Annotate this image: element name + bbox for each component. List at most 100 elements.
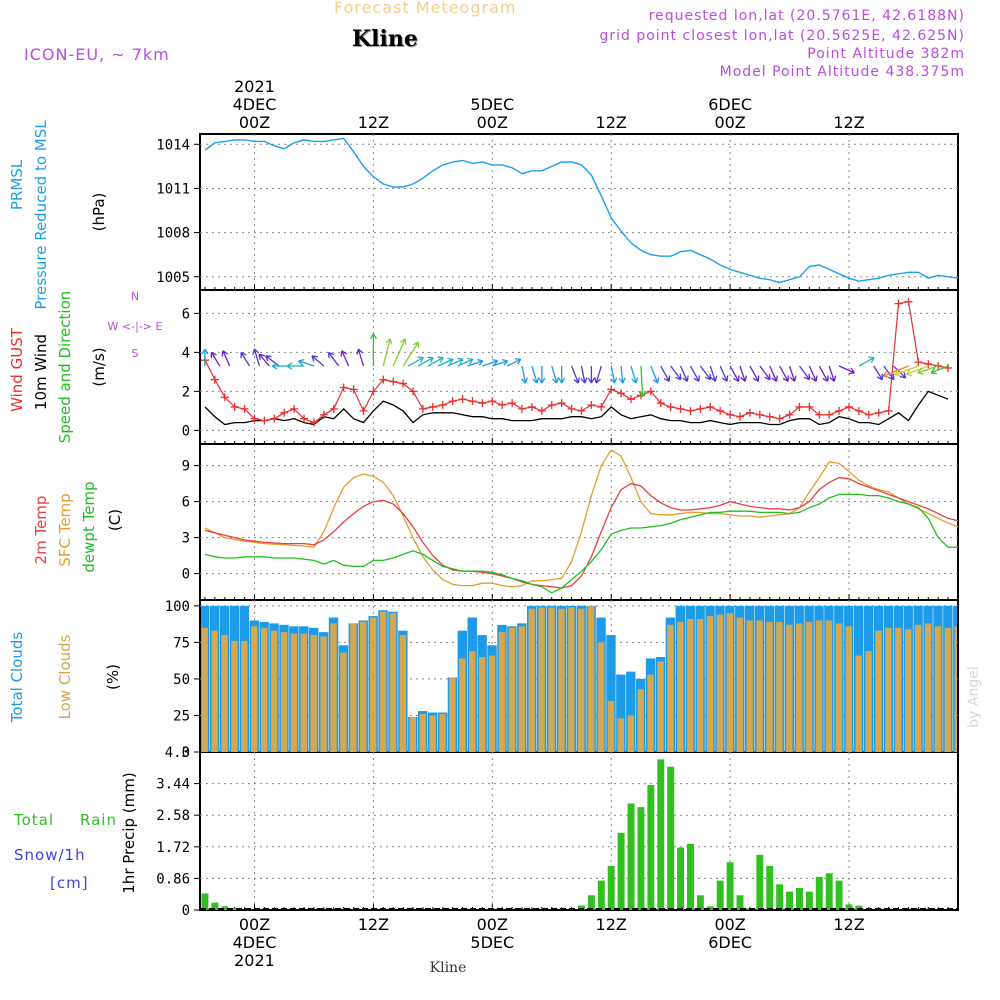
low-cloud-bar <box>251 626 258 752</box>
wind-direction-arrow <box>492 359 509 367</box>
rain-bar <box>786 891 794 910</box>
wind-direction-arrow <box>311 355 325 367</box>
wind-direction-arrow <box>587 366 595 384</box>
low-cloud-bar <box>478 657 486 752</box>
low-cloud-bar <box>498 632 506 752</box>
gust-marker <box>736 412 745 421</box>
low-cloud-bar <box>340 652 347 752</box>
wind-direction-arrow <box>893 365 907 379</box>
low-cloud-bar <box>290 633 298 752</box>
wind-direction-arrow <box>467 359 484 367</box>
legend-snow: Snow/1h <box>14 846 86 864</box>
compass-west-east: W <-|-> E <box>108 320 163 333</box>
rain-bar <box>736 895 744 910</box>
gust-marker <box>260 416 269 425</box>
wind-direction-arrow <box>729 365 740 382</box>
gust-marker <box>250 414 259 423</box>
wind-direction-arrow <box>437 357 454 367</box>
grid-coords: grid point closest lon,lat (20.5625E, 42… <box>599 28 965 44</box>
wind-direction-arrow <box>679 365 689 382</box>
bottom-time-label: 00Z <box>714 915 745 934</box>
low-cloud-bar <box>488 655 496 752</box>
wind-direction-arrow <box>630 365 639 384</box>
gust-marker <box>775 414 784 423</box>
wind-direction-arrow <box>298 359 315 367</box>
wind-direction-arrow <box>457 357 474 367</box>
gust-marker <box>944 363 953 372</box>
rain-bar <box>795 887 803 910</box>
wind-direction-arrow <box>340 350 350 367</box>
low-cloud-bar <box>875 630 882 752</box>
low-cloud-bar <box>924 623 932 752</box>
gust-marker <box>597 402 606 411</box>
gust-marker <box>319 410 328 419</box>
low-cloud-bar <box>469 651 476 752</box>
gust-marker <box>755 410 764 419</box>
wind-direction-arrow <box>808 365 818 382</box>
low-cloud-bar <box>637 689 644 752</box>
wind-direction-arrow <box>327 351 340 367</box>
bottom-time-label: 5DEC <box>470 933 514 952</box>
rain-bar <box>825 873 833 910</box>
low-cloud-bar <box>696 619 704 752</box>
gust-marker <box>329 404 338 413</box>
wind-direction-arrow <box>252 348 261 367</box>
bottom-time-label: 00Z <box>239 915 270 934</box>
wind-direction-arrow <box>402 341 420 367</box>
rain-bar <box>845 904 853 910</box>
gust-marker <box>745 408 754 417</box>
temp-axis-title: 2m Temp <box>32 496 50 565</box>
low-cloud-bar <box>459 658 466 752</box>
rain-bar <box>231 908 239 910</box>
compass-north: N <box>131 290 139 303</box>
gust-marker <box>884 406 893 415</box>
wind-ytick-label: 4 <box>182 345 190 361</box>
gust-marker <box>418 404 427 413</box>
pressure-frame <box>199 133 959 291</box>
rain-bar <box>221 906 229 910</box>
wind-direction-arrow <box>506 358 522 367</box>
gust-axis-title: Wind GUST <box>8 327 26 412</box>
gust-marker <box>309 418 318 427</box>
gust-marker <box>696 404 705 413</box>
wind-direction-arrow <box>709 365 718 382</box>
precip-frame <box>199 751 959 911</box>
gust-marker <box>409 387 418 396</box>
pressure-axis-title: Pressure Reduced to MSL <box>32 120 50 310</box>
gust-marker <box>230 402 239 411</box>
rain-bar <box>687 843 694 910</box>
wind-direction-arrow <box>558 366 566 384</box>
wind-ytick-label: 6 <box>182 306 190 322</box>
clouds-ytick-label: 25 <box>173 708 190 724</box>
low-cloud-bar <box>379 611 387 752</box>
top-time-label: 6DEC <box>708 95 752 114</box>
gust-marker <box>835 406 844 415</box>
low-cloud-bar <box>597 642 605 752</box>
gust-marker <box>210 375 219 384</box>
gust-marker <box>874 408 883 417</box>
low-cloud-bar <box>885 627 892 752</box>
gust-marker <box>557 399 566 408</box>
low-cloud-bar <box>825 620 833 752</box>
wind-direction-arrow <box>594 365 602 384</box>
gust-marker <box>686 406 695 415</box>
low-cloud-bar <box>607 700 615 752</box>
low-cloud-bar <box>409 716 416 752</box>
dewpoint-line <box>204 493 958 594</box>
wind-direction-arrow <box>818 365 829 382</box>
temp-2m-line <box>204 476 959 589</box>
wind-direction-arrow <box>407 356 424 367</box>
top-time-label: 12Z <box>833 113 864 132</box>
wind-direction-arrow <box>882 365 909 378</box>
wind-direction-arrow <box>258 353 270 367</box>
rain-bar <box>855 905 863 910</box>
low-cloud-bar <box>330 623 337 752</box>
gust-marker <box>438 401 447 410</box>
requested-coords: requested lon,lat (20.5761E, 42.6188N) <box>648 8 965 24</box>
rain-bar <box>647 785 655 910</box>
credit-watermark: by Angel <box>966 666 982 727</box>
gust-marker <box>656 399 665 408</box>
bottom-time-label: 12Z <box>833 915 864 934</box>
wind-direction-arrow <box>699 365 712 381</box>
gust-marker <box>607 385 616 394</box>
